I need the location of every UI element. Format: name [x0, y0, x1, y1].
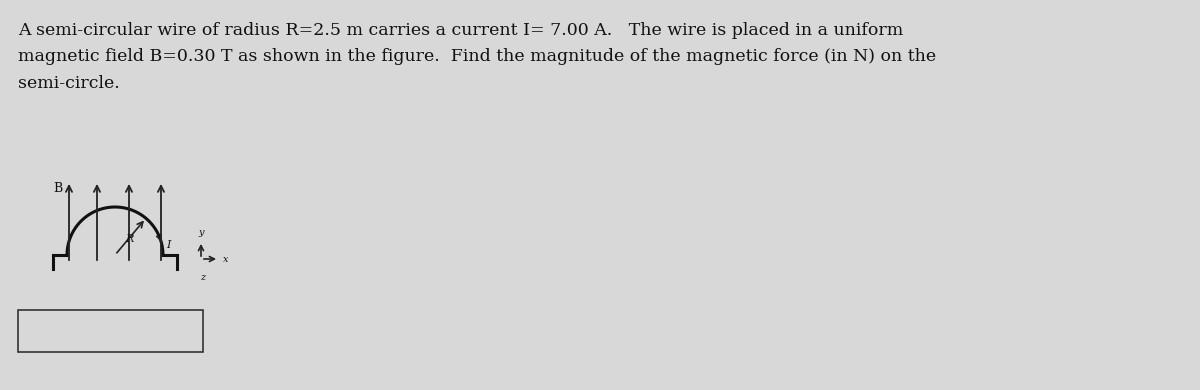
Text: x: x [223, 255, 228, 264]
Text: z: z [200, 273, 205, 282]
Text: A semi-circular wire of radius R=2.5 m carries a current I= 7.00 A.   The wire i: A semi-circular wire of radius R=2.5 m c… [18, 22, 904, 39]
Text: y: y [198, 228, 204, 237]
Text: semi-circle.: semi-circle. [18, 74, 120, 92]
Text: magnetic field B=0.30 T as shown in the figure.  Find the magnitude of the magne: magnetic field B=0.30 T as shown in the … [18, 48, 936, 65]
Text: R: R [125, 234, 133, 244]
Bar [18, 310, 203, 352]
Text: B: B [54, 183, 64, 195]
Text: I: I [166, 240, 170, 250]
